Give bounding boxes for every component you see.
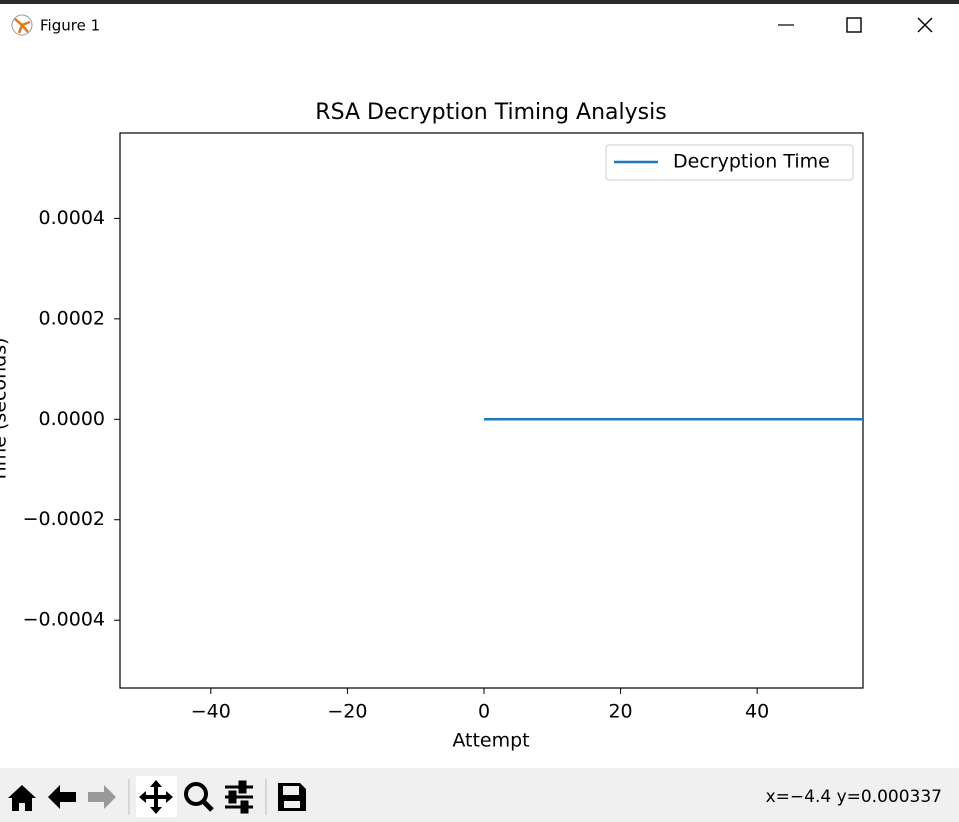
- y-axis-label: Time (seconds): [0, 337, 11, 483]
- y-tick-label: 0.0004: [39, 207, 105, 229]
- pan-button[interactable]: [139, 780, 173, 814]
- x-tick-label: 40: [745, 701, 769, 723]
- app-icon: [11, 14, 33, 36]
- x-tick-label: 0: [478, 701, 490, 723]
- status-text: x=−4.4 y=0.000337: [766, 787, 942, 807]
- title-bar: [0, 4, 959, 48]
- top-edge: [0, 0, 959, 4]
- y-tick-label: 0.0000: [39, 408, 105, 430]
- window-title: Figure 1: [40, 17, 100, 35]
- plot-area: [119, 132, 864, 689]
- maximize-button[interactable]: [846, 17, 862, 33]
- back-button[interactable]: [48, 785, 76, 809]
- legend: [605, 144, 854, 181]
- x-tick-label: −20: [327, 701, 367, 723]
- y-tick-label: 0.0002: [39, 307, 105, 329]
- y-tick-label: −0.0004: [23, 609, 105, 631]
- forward-button[interactable]: [88, 785, 116, 809]
- chart-title: RSA Decryption Timing Analysis: [315, 100, 666, 125]
- x-tick-label: 20: [608, 701, 632, 723]
- save-button[interactable]: [278, 783, 306, 811]
- x-axis-label: Attempt: [452, 730, 529, 752]
- close-button[interactable]: [917, 17, 933, 33]
- zoom-button[interactable]: [184, 782, 208, 806]
- configure-button[interactable]: [225, 780, 253, 814]
- x-tick-label: −40: [191, 701, 231, 723]
- chart: −40 −20 0 20 40 −0.0004 −0.0002 0.0000 0.0002 0.0…: [23, 207, 863, 723]
- legend-label: Decryption Time: [673, 151, 830, 173]
- y-tick-label: −0.0002: [23, 508, 105, 530]
- home-button[interactable]: [8, 785, 36, 811]
